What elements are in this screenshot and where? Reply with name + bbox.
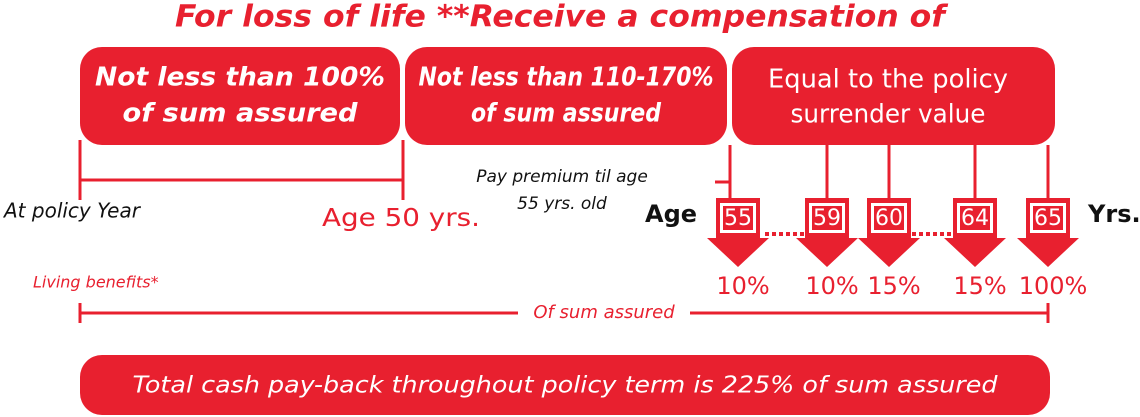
arrows: 55 10% 59 10% 60 15% 64 15% 65 100% (707, 145, 1087, 300)
total-box (80, 355, 1050, 415)
title: For loss of life **Receive a compensatio… (175, 0, 949, 35)
age: 65 (1034, 206, 1062, 231)
payout: 100% (1019, 272, 1088, 300)
age-label: Age (645, 200, 697, 228)
age-50: Age 50 yrs. (322, 203, 480, 232)
premium-note: Pay premium til age (476, 167, 648, 187)
premium-note: 55 yrs. old (517, 194, 607, 214)
living-benefits: Living benefits* (33, 273, 159, 292)
label-bg (518, 301, 690, 325)
box (405, 47, 727, 145)
age: 60 (875, 206, 903, 231)
box (732, 47, 1055, 145)
box-text: Not less than 110-170% (419, 63, 714, 93)
age-fill (1033, 206, 1063, 230)
box-text: of sum assured (123, 99, 358, 129)
age: 59 (813, 206, 841, 231)
box (80, 47, 400, 145)
box-text: surrender value (791, 100, 986, 130)
payout: 10% (805, 272, 858, 300)
payout: 15% (953, 272, 1006, 300)
age-fill (874, 206, 904, 230)
age-fill (960, 206, 990, 230)
age: 55 (724, 206, 752, 231)
unit-label: Yrs. (1087, 200, 1140, 228)
total-text: Total cash pay-back throughout policy te… (133, 373, 998, 399)
start-label: At policy Year (2, 199, 142, 223)
box-text: of sum assured (471, 99, 661, 129)
payout: 15% (867, 272, 920, 300)
bracket (78, 140, 405, 200)
box-text: Equal to the policy (768, 65, 1008, 95)
age-fill (723, 206, 753, 230)
payout: 10% (716, 272, 769, 300)
age: 64 (961, 206, 989, 231)
age-fill (812, 206, 842, 230)
of-sum-assured: Of sum assured (533, 302, 675, 323)
box-text: Not less than 100% (95, 63, 385, 93)
